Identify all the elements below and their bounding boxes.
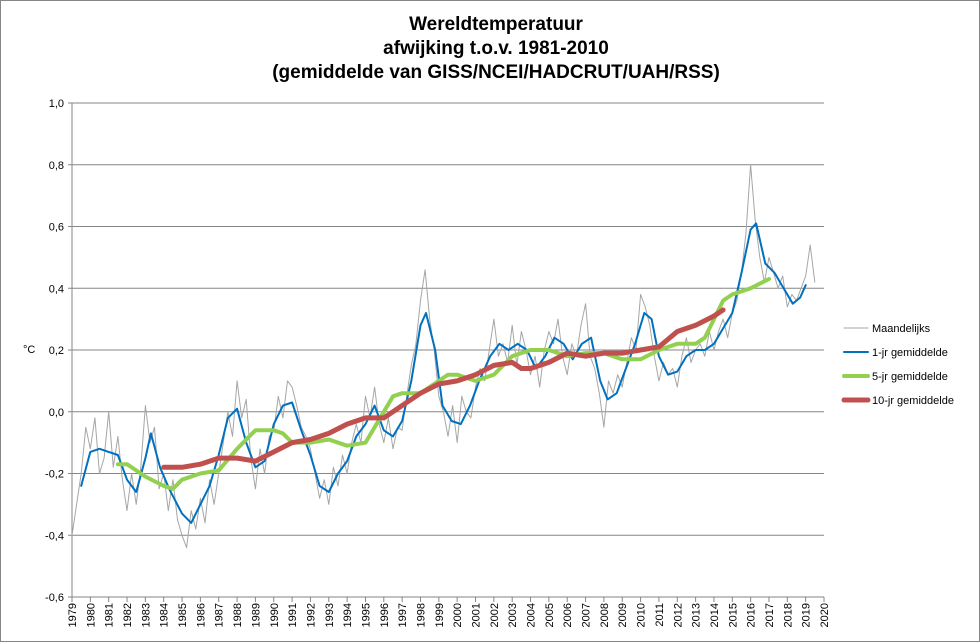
series-line-3 <box>161 307 726 470</box>
series-line-0 <box>71 164 816 549</box>
x-tick-label: 2019 <box>801 603 813 627</box>
y-tick-label: 0,4 <box>49 283 64 295</box>
x-tick-label: 2006 <box>562 603 574 627</box>
x-tick-label: 2001 <box>471 603 483 627</box>
x-tick-label: 1979 <box>67 603 79 627</box>
x-tick-label: 2013 <box>691 603 703 627</box>
x-tick-label: 2008 <box>599 603 611 627</box>
title-line-2: afwijking t.o.v. 1981-2010 <box>383 38 609 59</box>
x-tick-label: 1997 <box>397 603 409 627</box>
series-lines <box>71 164 816 549</box>
series-line-1 <box>80 222 807 524</box>
x-tick-label: 2014 <box>709 603 721 627</box>
x-tick-label: 2016 <box>746 603 758 627</box>
x-tick-label: 1999 <box>434 603 446 627</box>
x-tick-label: 1989 <box>250 603 262 627</box>
x-tick-label: 1990 <box>269 603 281 627</box>
y-axis-label: °C <box>23 344 35 356</box>
x-tick-label: 1980 <box>85 603 97 627</box>
x-tick-label: 2007 <box>581 603 593 627</box>
x-tick-label: 1993 <box>324 603 336 627</box>
x-tick-label: 1998 <box>415 603 427 627</box>
x-tick-label: 1984 <box>159 603 171 627</box>
legend-label-2: 5-jr gemiddelde <box>872 371 948 383</box>
x-tick-label: 1982 <box>122 603 134 627</box>
x-tick-label: 1988 <box>232 603 244 627</box>
x-tick-label: 1991 <box>287 603 299 627</box>
x-tick-label: 1995 <box>360 603 372 627</box>
title-line-3: (gemiddelde van GISS/NCEI/HADCRUT/UAH/RS… <box>272 62 720 83</box>
x-tick-label: 2012 <box>672 603 684 627</box>
legend-label-0: Maandelijks <box>872 323 931 335</box>
x-tick-label: 1981 <box>104 603 116 627</box>
y-tick-label: -0,4 <box>45 530 64 542</box>
y-tick-label: 0,0 <box>49 407 64 419</box>
x-tick-label: 2009 <box>617 603 629 627</box>
x-tick-label: 2017 <box>764 603 776 627</box>
y-tick-label: -0,6 <box>45 592 64 604</box>
series-line-2 <box>115 277 771 491</box>
x-tick-label: 2003 <box>507 603 519 627</box>
x-tick-label: 1986 <box>195 603 207 627</box>
x-tick-label: 2005 <box>544 603 556 627</box>
x-tick-label: 2015 <box>727 603 739 627</box>
x-tick-label: 2020 <box>819 603 831 627</box>
x-tick-label: 1992 <box>305 603 317 627</box>
x-tick-label: 1983 <box>140 603 152 627</box>
x-tick-label: 2004 <box>526 603 538 627</box>
chart-title: Wereldtemperatuur afwijking t.o.v. 1981-… <box>1 13 979 85</box>
x-tick-label: 1994 <box>342 603 354 627</box>
y-tick-label: 1,0 <box>49 98 64 110</box>
x-tick-label: 2002 <box>489 603 501 627</box>
legend-label-1: 1-jr gemiddelde <box>872 347 948 359</box>
legend: Maandelijks 1-jr gemiddelde 5-jr gemiddeld… <box>841 323 954 407</box>
y-tick-label: 0,8 <box>49 160 64 172</box>
y-tick-label: 0,6 <box>49 222 64 234</box>
x-tick-label: 1987 <box>214 603 226 627</box>
x-tick-label: 2010 <box>636 603 648 627</box>
title-line-1: Wereldtemperatuur <box>409 14 583 35</box>
y-tick-label: 0,2 <box>49 345 64 357</box>
x-tick-label: 2011 <box>654 603 666 627</box>
x-tick-label: 1996 <box>379 603 391 627</box>
x-tick-label: 2018 <box>782 603 794 627</box>
x-tick-label: 1985 <box>177 603 189 627</box>
x-tick-label: 2000 <box>452 603 464 627</box>
y-tick-label: -0,2 <box>45 469 64 481</box>
legend-label-3: 10-jr gemiddelde <box>872 395 954 407</box>
